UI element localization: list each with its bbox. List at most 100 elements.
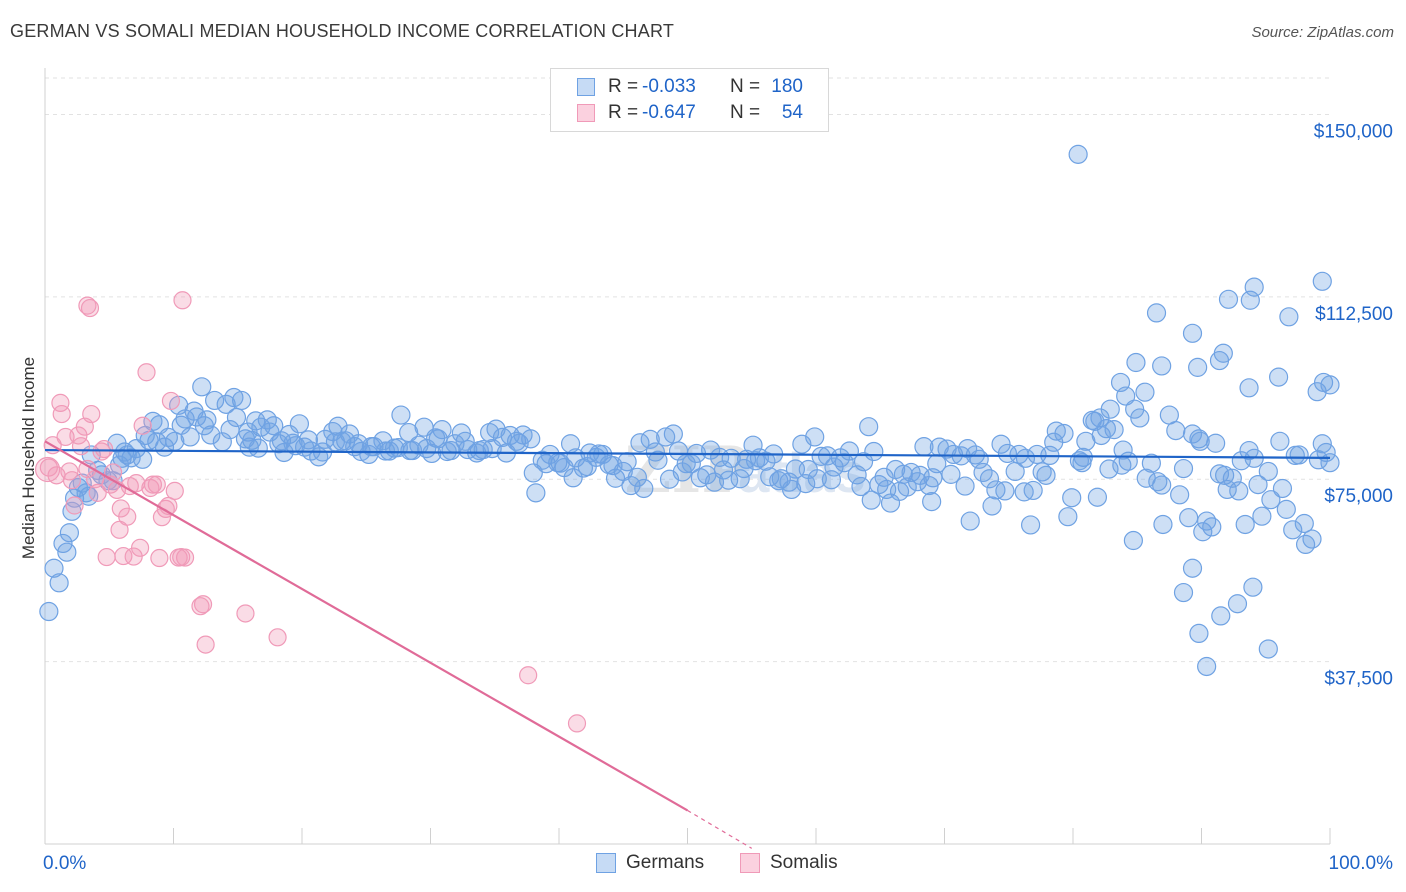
legend-r-value: -0.647: [642, 102, 696, 123]
point-somali: [95, 439, 114, 459]
point-german: [656, 427, 676, 447]
point-somali: [165, 481, 184, 501]
point-german: [969, 449, 989, 469]
point-german: [1136, 468, 1156, 488]
point-somali: [114, 546, 133, 566]
point-somali: [133, 416, 152, 435]
tick-labels: $37,500 $75,000 $112,500 $150,000 0.0% 100.0%: [43, 121, 1393, 874]
point-german: [1046, 421, 1066, 441]
point-german: [1218, 289, 1239, 309]
point-german: [864, 441, 884, 462]
legend-item-somalis: Somalis: [740, 852, 838, 874]
legend-item-germans: Germans: [596, 852, 704, 874]
point-german: [400, 440, 420, 461]
point-german: [187, 407, 207, 427]
point-german: [746, 451, 766, 471]
point-german: [1126, 352, 1146, 373]
point-german: [995, 481, 1015, 501]
point-german: [220, 420, 240, 440]
point-german: [536, 454, 556, 474]
point-somali: [130, 538, 150, 557]
x-tick-label: 100.0%: [1329, 853, 1394, 874]
point-german: [634, 478, 654, 499]
point-german: [1272, 478, 1293, 499]
point-german: [526, 483, 546, 503]
point-german: [469, 440, 489, 461]
legend-n-value: 54: [781, 102, 803, 123]
point-somali: [71, 437, 91, 456]
legend-label-somalis: Somalis: [770, 852, 838, 873]
point-german: [391, 405, 411, 425]
legend-swatch-somalis: [577, 104, 595, 122]
legend-swatch-germans: [577, 78, 595, 96]
point-somali: [34, 456, 61, 483]
chart-title: GERMAN VS SOMALI MEDIAN HOUSEHOLD INCOME…: [10, 21, 675, 41]
point-german: [1197, 656, 1217, 677]
point-german: [627, 467, 647, 487]
point-german: [1295, 534, 1316, 555]
point-somali: [143, 475, 163, 494]
point-german: [1170, 485, 1190, 505]
point-somali: [88, 483, 107, 502]
point-german: [1279, 307, 1299, 327]
point-german: [1023, 480, 1043, 501]
point-somali: [104, 463, 123, 482]
trend-somalis: [44, 440, 689, 812]
point-german: [1213, 343, 1233, 363]
point-german: [1294, 513, 1314, 534]
point-german: [248, 438, 268, 458]
point-somali: [80, 298, 100, 318]
point-german: [796, 474, 816, 494]
point-german: [1189, 623, 1209, 644]
legend-swatch-germans: [596, 853, 616, 873]
point-german: [756, 451, 776, 471]
point-german: [285, 436, 306, 456]
point-german: [960, 511, 980, 531]
point-somali: [173, 291, 192, 310]
point-somali: [97, 547, 116, 567]
point-german: [1087, 487, 1108, 507]
point-german: [1211, 606, 1231, 626]
axes: [44, 68, 1331, 845]
point-somali: [110, 520, 129, 539]
point-german: [171, 415, 191, 435]
point-german: [577, 456, 597, 477]
point-somali: [137, 363, 156, 382]
legend-r-value: -0.033: [642, 76, 696, 97]
point-german: [39, 601, 59, 622]
point-german: [1188, 357, 1208, 377]
point-somali: [65, 496, 84, 515]
point-german: [1217, 479, 1237, 500]
correlation-legend: R = -0.033 N = 180 R = -0.647 N = 54: [550, 68, 829, 132]
point-german: [1182, 558, 1203, 578]
point-german: [523, 463, 543, 483]
x-tick-label: 0.0%: [43, 853, 86, 874]
trend-lines: [44, 440, 1331, 849]
point-german: [927, 454, 947, 474]
point-somali: [196, 635, 215, 654]
point-german: [1130, 408, 1150, 428]
point-german: [192, 377, 212, 397]
point-german: [1100, 399, 1120, 419]
point-german: [979, 469, 1000, 489]
point-german: [1243, 577, 1263, 597]
point-german: [1320, 375, 1340, 395]
point-german: [982, 496, 1002, 516]
point-german: [1072, 453, 1092, 473]
point-somali: [175, 548, 195, 567]
point-german: [1258, 639, 1278, 659]
point-german: [640, 429, 660, 449]
point-german: [1152, 356, 1172, 376]
point-german: [851, 476, 871, 497]
point-german: [1283, 520, 1303, 540]
point-german: [1231, 451, 1251, 471]
point-german: [1258, 461, 1278, 482]
point-german: [1289, 445, 1309, 465]
point-german: [1123, 530, 1143, 551]
point-german: [1058, 507, 1078, 527]
y-tick-label: $37,500: [1324, 669, 1393, 690]
point-german: [441, 440, 461, 461]
point-german: [1252, 506, 1272, 526]
point-german: [713, 460, 734, 480]
point-german: [1202, 517, 1222, 537]
